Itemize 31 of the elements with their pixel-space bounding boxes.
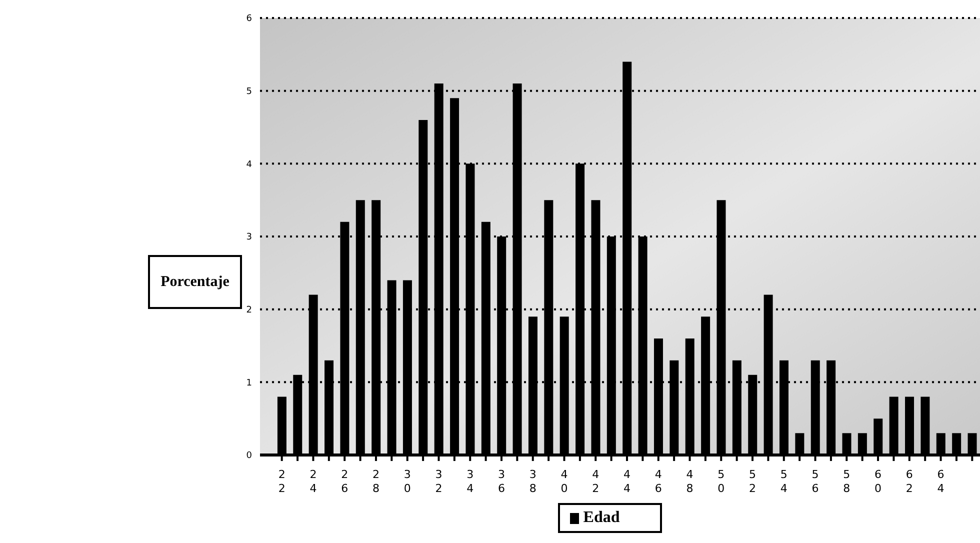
x-tick-label: 24 bbox=[310, 468, 317, 495]
x-tick-label: 28 bbox=[372, 468, 380, 495]
x-tick-label: 56 bbox=[812, 468, 819, 495]
y-tick-label: 2 bbox=[246, 306, 252, 316]
x-tick-label: 40 bbox=[560, 468, 568, 495]
x-tick-label: 26 bbox=[341, 468, 348, 495]
x-tick-label: 64 bbox=[937, 468, 944, 495]
legend-label: Edad bbox=[582, 509, 620, 527]
x-tick-label: 44 bbox=[624, 468, 630, 495]
x-tick-label: 58 bbox=[843, 468, 850, 495]
x-tick-label: 52 bbox=[749, 468, 756, 495]
x-tick-label: 32 bbox=[435, 468, 442, 495]
x-tick-label: 34 bbox=[466, 468, 474, 495]
x-tick-label: 48 bbox=[686, 468, 694, 495]
y-tick-label: 6 bbox=[246, 14, 252, 24]
x-tick-label: 54 bbox=[780, 468, 788, 495]
y-tick-label: 3 bbox=[246, 232, 252, 243]
x-tick-label: 46 bbox=[654, 468, 662, 495]
x-tick-label: 38 bbox=[529, 468, 536, 495]
y-tick-label: 1 bbox=[246, 378, 252, 388]
y-tick-label: 4 bbox=[246, 160, 252, 170]
y-tick-label: 0 bbox=[246, 451, 252, 462]
x-tick-label: 22 bbox=[278, 468, 286, 495]
x-tick-label: 60 bbox=[874, 468, 882, 495]
x-tick-label: 30 bbox=[404, 468, 411, 495]
y-axis-title: Porcentaje bbox=[148, 255, 242, 309]
y-tick-label: 5 bbox=[246, 87, 252, 98]
x-tick-label: 62 bbox=[906, 468, 913, 495]
x-tick-label: 36 bbox=[498, 468, 505, 495]
x-tick-label: 50 bbox=[718, 468, 725, 495]
x-tick-label: 42 bbox=[592, 468, 600, 495]
